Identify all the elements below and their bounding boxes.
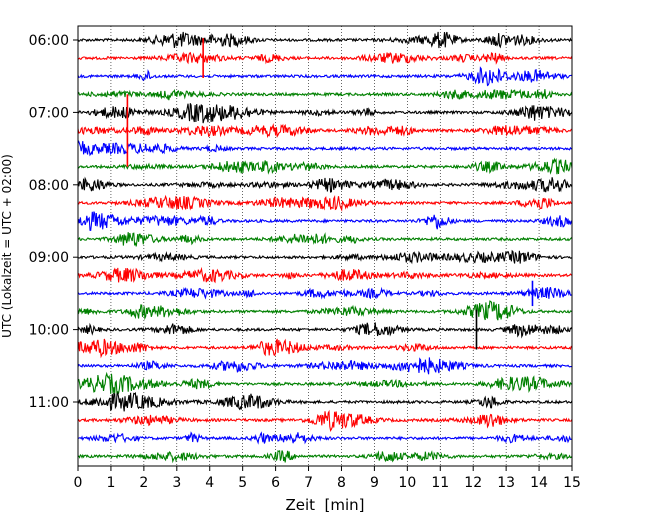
trace [77, 66, 573, 87]
x-tick-label: 0 [74, 475, 83, 491]
x-tick-label: 5 [238, 475, 247, 491]
trace [77, 266, 573, 284]
x-tick-label: 9 [370, 475, 379, 491]
x-tick-label: 10 [398, 475, 416, 491]
x-tick-label: 7 [304, 475, 313, 491]
x-tick-label: 14 [530, 475, 548, 491]
trace [77, 322, 573, 339]
plot-frame [77, 25, 573, 467]
x-tick-label: 3 [172, 475, 181, 491]
y-axis-label: UTC (Lokalzeit = UTC + 02:00) [0, 154, 14, 338]
x-tick-label: 1 [106, 475, 115, 491]
x-tick-label: 2 [139, 475, 148, 491]
trace [77, 31, 573, 49]
trace [77, 300, 573, 321]
trace [77, 157, 573, 175]
trace [77, 51, 573, 65]
y-tick-label: 06:00 [29, 33, 69, 49]
x-tick-label: 13 [497, 475, 515, 491]
x-tick-label: 15 [563, 475, 581, 491]
y-tick-label: 11:00 [29, 395, 69, 411]
y-tick-label: 08:00 [29, 178, 69, 194]
traces [77, 31, 573, 464]
y-tick-label: 09:00 [29, 250, 69, 266]
trace [77, 371, 573, 395]
trace [77, 286, 573, 300]
trace [77, 391, 573, 412]
y-tick-label: 10:00 [29, 323, 69, 339]
grid-lines [110, 26, 540, 466]
trace [77, 249, 573, 265]
trace [77, 103, 573, 124]
trace [77, 176, 573, 193]
trace [77, 449, 573, 464]
x-tick-label: 8 [337, 475, 346, 491]
x-axis: 0 1 2 3 4 5 6 7 8 9 10 11 12 13 14 15 [74, 466, 581, 491]
x-tick-label: 12 [464, 475, 482, 491]
trace [77, 211, 573, 232]
trace [77, 431, 573, 445]
x-tick-label: 11 [431, 475, 449, 491]
trace [77, 232, 573, 247]
x-tick-label: 6 [271, 475, 280, 491]
x-axis-label: Zeit [min] [285, 496, 364, 514]
y-tick-label: 07:00 [29, 105, 69, 121]
trace [77, 123, 573, 139]
trace [77, 409, 573, 432]
trace [77, 88, 573, 101]
trace [77, 357, 573, 375]
x-tick-label: 4 [205, 475, 214, 491]
trace [77, 140, 573, 157]
trace [77, 194, 573, 212]
y-axis: 06:00 07:00 08:00 09:00 10:00 11:00 [29, 33, 78, 411]
trace [77, 338, 573, 359]
